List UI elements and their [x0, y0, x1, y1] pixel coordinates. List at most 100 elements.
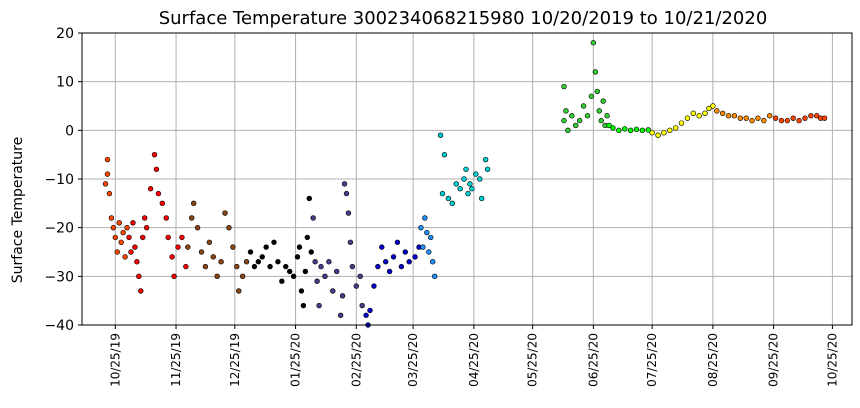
data-point — [114, 249, 120, 255]
data-point — [243, 259, 250, 265]
x-tick-label: 11/25/19 — [169, 333, 183, 387]
data-point — [784, 117, 791, 124]
data-point — [312, 259, 318, 265]
y-axis-label: Surface Temperature — [10, 137, 26, 283]
data-point — [175, 244, 181, 250]
data-point — [337, 312, 344, 318]
data-point — [755, 115, 761, 121]
data-point — [437, 132, 444, 138]
data-point — [600, 98, 606, 104]
data-point — [202, 263, 209, 270]
point-series — [418, 215, 438, 280]
data-point — [234, 263, 240, 270]
data-point — [290, 273, 297, 280]
data-point — [778, 117, 785, 124]
data-point — [239, 273, 246, 280]
data-point — [118, 239, 124, 245]
data-point — [163, 215, 169, 221]
data-point — [222, 210, 228, 216]
point-series — [714, 108, 773, 124]
data-point — [428, 234, 434, 241]
data-point — [130, 220, 136, 226]
data-point — [198, 249, 205, 255]
data-point — [424, 229, 430, 236]
point-series — [185, 200, 250, 294]
data-point — [610, 125, 616, 131]
y-tick-label: 20 — [56, 26, 74, 42]
data-point — [306, 195, 312, 202]
data-point — [247, 249, 254, 255]
data-point — [189, 215, 195, 221]
data-point — [120, 229, 126, 236]
data-points — [102, 40, 828, 328]
data-point — [796, 117, 802, 124]
data-point — [382, 259, 389, 265]
point-series — [247, 195, 314, 309]
data-point — [143, 224, 150, 231]
data-point — [314, 278, 320, 284]
x-tick-label: 06/25/20 — [586, 333, 600, 387]
data-point — [104, 156, 111, 163]
data-point — [461, 176, 467, 182]
data-point — [263, 244, 269, 250]
data-point — [330, 288, 336, 294]
data-point — [478, 195, 485, 202]
y-axis-ticks: 20 10 0 −10 −20 −30 −40 — [44, 26, 82, 334]
data-point — [422, 215, 428, 221]
x-tick-label: 08/25/20 — [706, 333, 720, 387]
data-point — [649, 130, 655, 136]
data-point — [334, 268, 340, 275]
point-series — [772, 113, 828, 124]
data-point — [761, 117, 767, 124]
data-point — [159, 200, 166, 207]
point-series — [126, 151, 189, 294]
data-point — [190, 200, 197, 207]
data-point — [412, 254, 418, 260]
data-point — [179, 234, 185, 241]
data-point — [132, 244, 138, 250]
data-point — [155, 190, 162, 197]
data-point — [136, 273, 142, 280]
data-point — [684, 115, 691, 121]
data-point — [588, 93, 595, 99]
x-tick-label: 01/25/20 — [289, 333, 303, 387]
data-point — [251, 263, 258, 270]
data-point — [367, 307, 373, 314]
data-point — [696, 113, 702, 119]
point-series — [363, 239, 422, 328]
data-point — [296, 244, 303, 250]
data-point — [622, 126, 628, 132]
data-point — [279, 278, 285, 284]
data-point — [104, 171, 111, 177]
data-point — [347, 239, 354, 245]
data-point — [465, 190, 471, 197]
data-point — [310, 215, 316, 221]
data-point — [667, 127, 673, 134]
data-point — [590, 40, 597, 46]
data-point — [147, 186, 154, 192]
data-point — [767, 113, 773, 119]
data-point — [326, 259, 332, 265]
data-point — [151, 151, 158, 158]
x-tick-label: 05/25/20 — [526, 333, 540, 387]
data-point — [639, 127, 646, 134]
y-tick-label: −20 — [44, 221, 74, 237]
data-point — [814, 113, 820, 119]
point-series — [102, 156, 130, 260]
data-point — [710, 103, 716, 109]
point-series — [649, 103, 716, 138]
data-point — [343, 190, 350, 197]
data-point — [236, 288, 242, 294]
data-point — [690, 110, 696, 117]
data-point — [482, 156, 489, 163]
data-point — [371, 283, 377, 289]
y-tick-label: 0 — [65, 123, 74, 139]
point-series — [561, 40, 610, 134]
data-point — [294, 254, 301, 260]
data-point — [316, 302, 322, 309]
data-point — [576, 117, 583, 124]
data-point — [302, 268, 309, 275]
data-point — [341, 181, 348, 187]
point-series — [606, 122, 651, 134]
data-point — [226, 224, 232, 231]
